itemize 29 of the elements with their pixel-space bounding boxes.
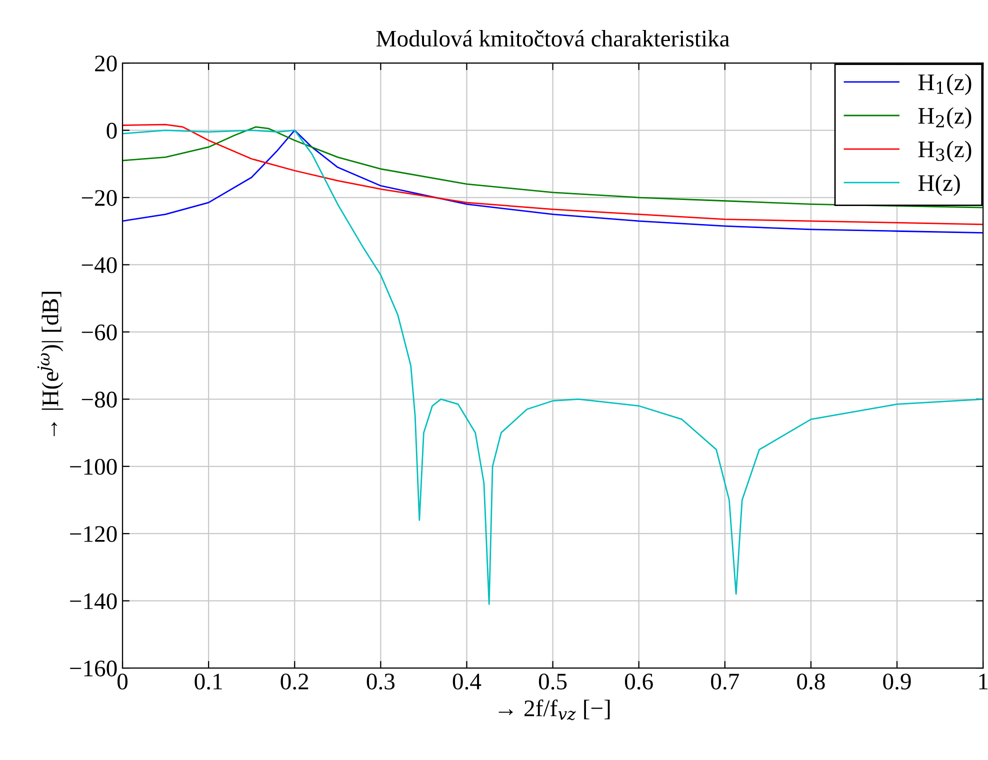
- x-tick-label: 0.4: [452, 674, 482, 690]
- legend-label: H$_{2}$(z): [918, 107, 972, 129]
- x-axis-title: → 2f/f$_{vz}$ [−]: [498, 699, 610, 720]
- x-tick-label: 0.9: [883, 674, 911, 690]
- y-axis-title: → |H(e$^{jω}$)| [dB]: [37, 292, 64, 436]
- legend-label: H$_{3}$(z): [918, 140, 972, 162]
- x-tick-label: 0.6: [624, 674, 653, 690]
- y-tick-label: −160: [70, 660, 117, 676]
- legend-label: H$_{1}$(z): [918, 74, 972, 96]
- y-tick-label: −40: [82, 257, 117, 274]
- x-tick-label: 0.8: [797, 674, 825, 690]
- y-tick-label: −80: [82, 392, 117, 408]
- y-tick-label: 20: [95, 56, 117, 72]
- y-tick-label: 0: [106, 122, 117, 139]
- x-tick-label: 0: [118, 674, 128, 690]
- y-tick-label: −20: [82, 190, 117, 206]
- x-tick-label: 0.1: [194, 674, 222, 690]
- chart-title: Modulová kmitočtová charakteristika: [376, 30, 730, 47]
- legend-label: H(z): [918, 174, 960, 196]
- x-tick-label: 1: [979, 674, 988, 690]
- y-tick-label: −60: [82, 324, 117, 340]
- x-tick-label: 0.7: [711, 674, 739, 690]
- y-tick-label: −120: [70, 526, 117, 542]
- x-tick-label: 0.3: [366, 674, 395, 690]
- x-tick-label: 0.5: [538, 674, 567, 690]
- y-tick-label: −100: [70, 458, 117, 475]
- line-series: [122, 130, 984, 605]
- x-tick-label: 0.2: [280, 674, 308, 690]
- y-tick-label: −140: [70, 593, 117, 610]
